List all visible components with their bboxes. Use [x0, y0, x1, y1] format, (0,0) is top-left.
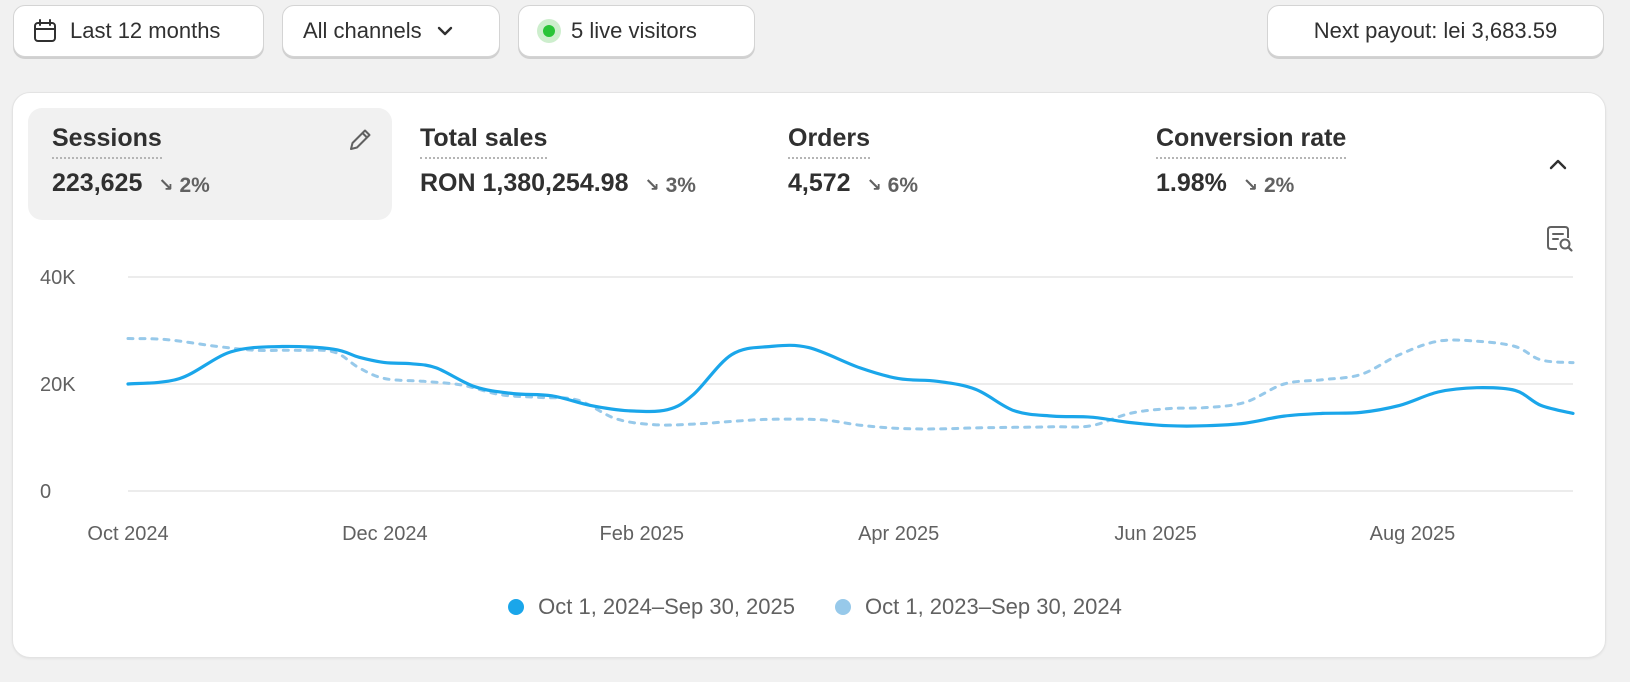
calendar-icon [34, 19, 56, 42]
metric-delta: ↘ 6% [867, 174, 918, 198]
metric-value: RON 1,380,254.98 [420, 169, 629, 197]
metric-delta: ↘ 2% [1243, 174, 1294, 198]
live-visitors-button[interactable]: 5 live visitors [518, 5, 755, 57]
x-tick-label: Oct 2024 [87, 523, 168, 545]
chevron-up-icon[interactable] [1544, 150, 1572, 178]
x-tick-label: Dec 2024 [342, 523, 428, 545]
arrow-down-right-icon: ↘ [866, 175, 882, 195]
legend-label: Oct 1, 2024–Sep 30, 2025 [538, 594, 795, 619]
y-tick-label: 0 [40, 481, 51, 503]
metric-delta-value: 6% [887, 173, 919, 197]
arrow-down-right-icon: ↘ [644, 175, 660, 195]
x-tick-label: Aug 2025 [1370, 523, 1456, 545]
metric-title: Sessions [52, 124, 162, 159]
metric-conversion-rate[interactable]: Conversion rate 1.98% ↘ 2% [1132, 108, 1512, 220]
metric-delta: ↘ 3% [644, 174, 695, 198]
series-line-previous [126, 337, 1575, 431]
metric-sessions[interactable]: Sessions 223,625 ↘ 2% [28, 108, 392, 220]
legend-dot [508, 599, 525, 615]
metric-delta-value: 2% [179, 173, 210, 197]
metric-orders[interactable]: Orders 4,572 ↘ 6% [764, 108, 1124, 220]
y-tick-label: 20K [40, 374, 76, 396]
y-tick-label: 40K [40, 267, 76, 289]
next-payout-label: Next payout: lei 3,683.59 [1313, 18, 1558, 43]
metric-total-sales[interactable]: Total sales RON 1,380,254.98 ↘ 3% [396, 108, 756, 220]
metric-value: 223,625 [52, 169, 143, 197]
metric-title: Conversion rate [1156, 124, 1347, 159]
legend-label: Oct 1, 2023–Sep 30, 2024 [865, 594, 1122, 619]
live-visitors-label: 5 live visitors [571, 18, 697, 43]
x-tick-label: Feb 2025 [600, 523, 685, 545]
legend-item-previous[interactable]: Oct 1, 2023–Sep 30, 2024 [835, 594, 1122, 620]
metric-title: Orders [788, 124, 870, 159]
arrow-down-right-icon: ↘ [1242, 175, 1258, 195]
x-tick-label: Apr 2025 [858, 523, 939, 545]
metric-delta-value: 2% [1263, 173, 1295, 197]
metric-delta: ↘ 2% [158, 174, 209, 198]
pencil-icon[interactable] [346, 126, 374, 154]
metric-delta-value: 3% [665, 173, 696, 197]
date-range-label: Last 12 months [70, 18, 221, 43]
next-payout-button[interactable]: Next payout: lei 3,683.59 [1267, 5, 1604, 57]
series-line-current [126, 343, 1575, 428]
arrow-down-right-icon: ↘ [158, 175, 174, 195]
legend-item-current[interactable]: Oct 1, 2024–Sep 30, 2025 [508, 594, 795, 620]
date-range-button[interactable]: Last 12 months [13, 5, 264, 57]
legend-dot [835, 599, 851, 615]
chart-legend: Oct 1, 2024–Sep 30, 2025 Oct 1, 2023–Sep… [0, 594, 1630, 620]
metric-title: Total sales [420, 124, 548, 159]
channels-dropdown[interactable]: All channels [282, 5, 500, 57]
live-indicator-dot [543, 25, 555, 37]
metric-value: 4,572 [788, 169, 851, 197]
metric-value: 1.98% [1156, 169, 1227, 197]
x-tick-label: Jun 2025 [1114, 523, 1196, 545]
chart-inspect-icon[interactable] [1544, 224, 1574, 254]
channels-label: All channels [303, 18, 422, 43]
chevron-down-icon [437, 26, 452, 36]
